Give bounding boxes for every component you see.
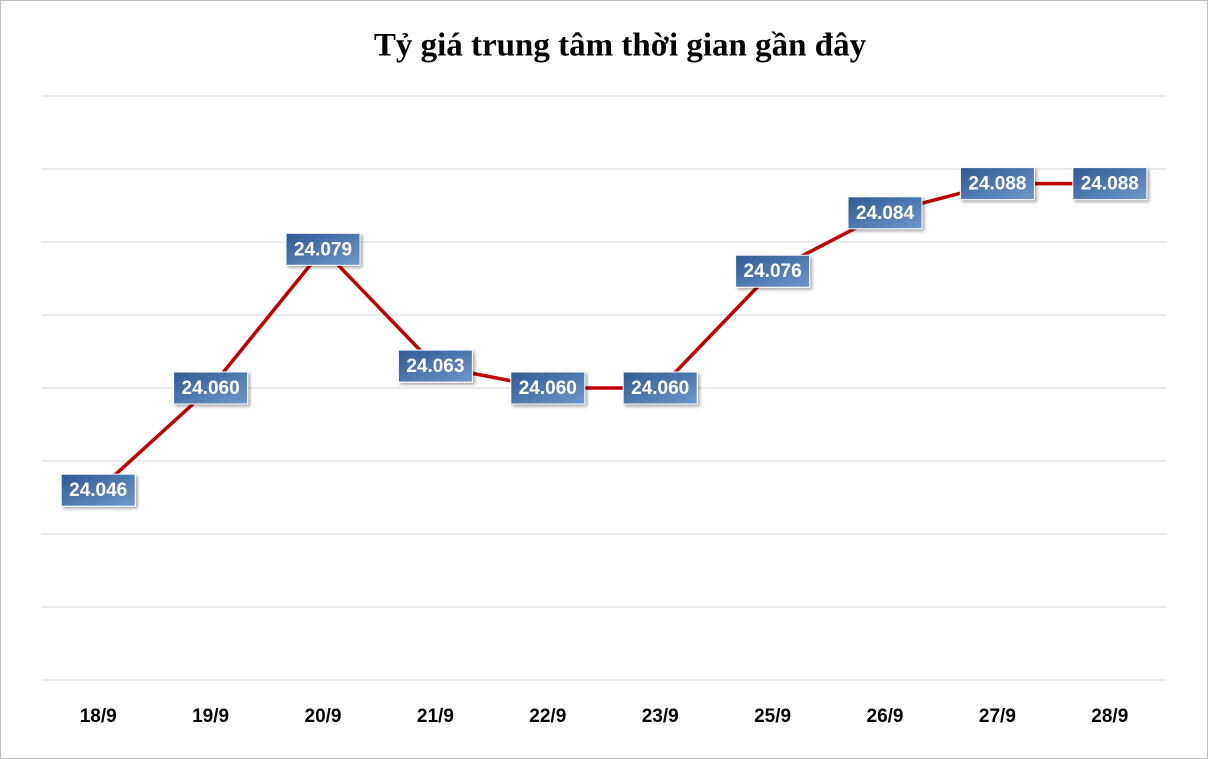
x-tick-label: 26/9 — [867, 706, 904, 727]
data-label: 24.088 — [968, 174, 1026, 195]
data-label-box — [285, 232, 361, 266]
data-label: 24.076 — [744, 261, 802, 282]
x-tick-label: 22/9 — [529, 706, 566, 727]
data-label-box — [1072, 167, 1148, 201]
data-label-box — [735, 254, 811, 288]
data-label: 24.084 — [856, 203, 915, 224]
chart-title: Tỷ giá trung tâm thời gian gần đây — [374, 28, 867, 64]
x-tick-label: 18/9 — [80, 706, 117, 727]
x-tick-label: 27/9 — [979, 706, 1016, 727]
x-tick-label: 23/9 — [642, 706, 679, 727]
data-label: 24.060 — [182, 378, 240, 399]
data-label-box — [173, 371, 249, 405]
x-tick-label: 28/9 — [1091, 706, 1128, 727]
data-label: 24.063 — [406, 356, 464, 377]
x-tick-label: 25/9 — [754, 706, 791, 727]
data-label: 24.046 — [69, 480, 127, 501]
data-line — [97, 181, 1110, 492]
data-label-box — [397, 349, 473, 383]
data-label-box — [847, 196, 923, 230]
data-label: 24.060 — [519, 378, 577, 399]
data-label: 24.079 — [294, 239, 352, 260]
data-label-box — [622, 371, 698, 405]
data-label-box — [510, 371, 586, 405]
data-label-box — [959, 167, 1035, 201]
x-tick-label: 19/9 — [192, 706, 229, 727]
data-label-box — [60, 473, 136, 507]
data-label: 24.088 — [1081, 174, 1139, 195]
x-tick-label: 21/9 — [417, 706, 454, 727]
data-label: 24.060 — [631, 378, 689, 399]
x-tick-label: 20/9 — [305, 706, 342, 727]
